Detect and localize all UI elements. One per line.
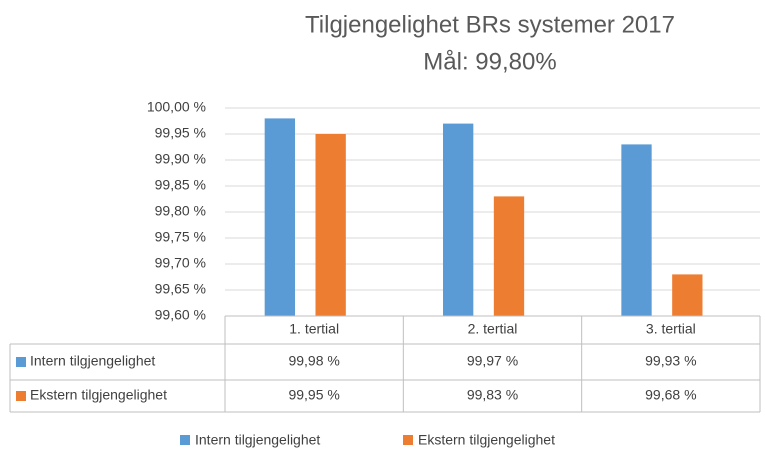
table-value: 99,97 % xyxy=(467,353,518,369)
table-value: 99,68 % xyxy=(645,387,696,403)
table-value: 99,98 % xyxy=(288,353,339,369)
table-value: 99,83 % xyxy=(467,387,518,403)
y-tick-label: 99,85 % xyxy=(155,177,206,193)
x-tick-label: 3. tertial xyxy=(646,321,696,337)
legend-key xyxy=(180,435,190,445)
legend-label: Intern tilgjengelighet xyxy=(195,432,320,448)
bar xyxy=(443,123,474,316)
table-row-label: Ekstern tilgjengelighet xyxy=(30,387,167,403)
bar xyxy=(264,118,295,317)
y-tick-label: 99,70 % xyxy=(155,255,206,271)
legend-label: Ekstern tilgjengelighet xyxy=(418,432,555,448)
bar xyxy=(672,274,703,316)
chart-subtitle: Mål: 99,80% xyxy=(423,48,556,75)
y-tick-label: 99,95 % xyxy=(155,125,206,141)
y-tick-label: 99,80 % xyxy=(155,203,206,219)
table-row-label: Intern tilgjengelighet xyxy=(30,353,155,369)
y-tick-label: 99,60 % xyxy=(155,307,206,323)
x-tick-label: 1. tertial xyxy=(289,321,339,337)
chart-title: Tilgjengelighet BRs systemer 2017 xyxy=(305,11,675,38)
legend-key xyxy=(16,357,26,367)
bar xyxy=(493,196,525,316)
table-value: 99,95 % xyxy=(288,387,339,403)
y-tick-label: 99,75 % xyxy=(155,229,206,245)
x-tick-label: 2. tertial xyxy=(468,321,518,337)
y-tick-label: 100,00 % xyxy=(147,99,206,115)
y-tick-label: 99,90 % xyxy=(155,151,206,167)
bar xyxy=(315,134,346,316)
legend-key xyxy=(403,435,413,445)
table-value: 99,93 % xyxy=(645,353,696,369)
bar xyxy=(621,144,652,316)
y-tick-label: 99,65 % xyxy=(155,281,206,297)
legend-key xyxy=(16,391,26,401)
